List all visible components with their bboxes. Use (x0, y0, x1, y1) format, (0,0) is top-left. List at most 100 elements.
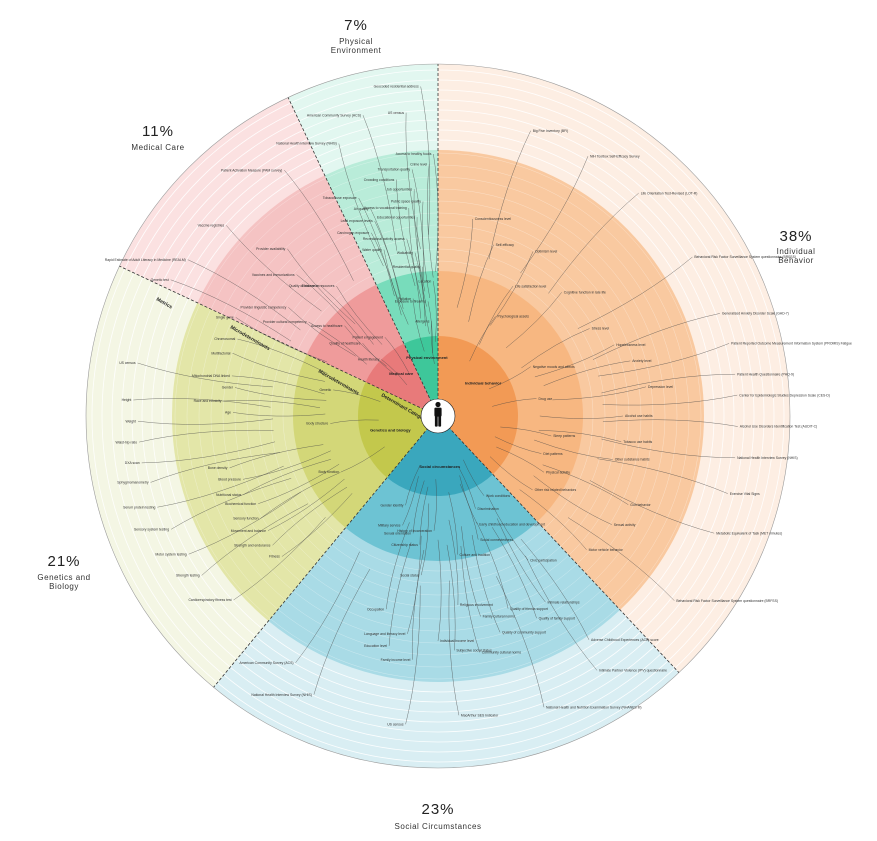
determinant-label: Quality of insurance (289, 284, 319, 288)
sector-dividers (119, 64, 680, 688)
determinant-label: Body structure (306, 422, 328, 426)
header-genetics: 21% Genetics and Biology (37, 553, 90, 591)
determinant-label: Self-efficacy (496, 243, 515, 247)
determinant-label: Quality of community support (502, 631, 546, 635)
leader-line (402, 476, 419, 526)
label-social: Social Circumstances (395, 822, 482, 831)
determinant-label: Height (122, 398, 132, 402)
determinant-label: Access to healthcare (311, 324, 343, 328)
determinant-label: Health literacy (358, 358, 380, 362)
determinant-label: Physical activity (546, 471, 570, 475)
leader-line (448, 519, 459, 606)
determinant-label: Movement and balance (231, 529, 266, 533)
determinant-label: Hopelessness level (616, 343, 645, 347)
determinant-label: Residential quality (393, 265, 421, 269)
determinant-label: Alcohol use habits (625, 414, 653, 418)
determinant-label: Fitness (269, 555, 280, 559)
leader-line (468, 244, 494, 322)
leader-line (260, 472, 341, 519)
leader-line (496, 446, 545, 473)
leader-line (533, 475, 612, 525)
leader-line (258, 464, 340, 504)
sector-genetics-core (357, 381, 438, 478)
leader-line (469, 316, 496, 362)
leader-line (237, 338, 328, 374)
leader-line (534, 439, 613, 460)
determinant-label: DXA scan (125, 461, 140, 465)
leader-line (589, 480, 715, 534)
leader-line (137, 362, 273, 388)
leader-line (416, 217, 427, 307)
determinant-label: Cognitive function in late life (564, 291, 606, 295)
determinant-label: Sleep patterns (553, 434, 575, 438)
leader-line (548, 192, 639, 294)
determinant-label: Negative moods and affects (533, 365, 575, 369)
leader-line (229, 444, 324, 469)
determinant-label: Gender (222, 386, 234, 390)
leader-line (488, 366, 531, 390)
determinant-label: Military service (378, 524, 401, 528)
determinant-label: Metabolic Equivalent of Task (MET minute… (716, 531, 782, 535)
leader-line (597, 458, 728, 494)
determinant-label: Other substance habits (615, 458, 650, 462)
leader-line (446, 544, 456, 651)
leader-line (396, 179, 416, 287)
leader-line (288, 307, 356, 357)
determinant-label: National Health and Nutrition Examinatio… (546, 706, 642, 710)
determinant-label: Intimate Partner Violence (IPV) question… (599, 669, 667, 673)
leader-line (463, 459, 485, 496)
leader-line (494, 436, 542, 454)
leader-line (458, 466, 476, 509)
label-genetics-1: Genetics and (37, 573, 90, 582)
leader-line (362, 115, 397, 251)
leader-line (411, 169, 424, 281)
determinant-label: Access to healthy foods (396, 152, 432, 156)
leader-line (412, 549, 425, 660)
determinant-label: Provider linguistic competency (241, 306, 287, 310)
category-label: Physical environment (406, 355, 448, 360)
leader-line (601, 438, 736, 458)
leader-line (448, 580, 460, 716)
determinant-label: Patient Activation Measure (PAM survey) (221, 168, 282, 172)
leader-line (371, 232, 402, 316)
determinant-label: Gun behavior (630, 503, 651, 507)
determinant-label: Motor vehicle behavior (589, 548, 624, 552)
determinant-label: Job opportunities (386, 187, 412, 191)
determinant-label: Quality of friends support (510, 607, 548, 611)
determinant-label: Single gene (216, 316, 234, 320)
leader-line (243, 459, 331, 495)
determinant-label: Rapid Estimate of Adult Literacy in Medi… (105, 258, 186, 262)
determinant-label: Strength testing (176, 574, 200, 578)
leader-line (412, 298, 425, 352)
leader-line (460, 545, 480, 653)
category-label: Social circumstances (419, 464, 461, 469)
leader-line (226, 225, 322, 312)
determinant-label: Subjective social status (456, 649, 492, 653)
leader-line (492, 398, 537, 407)
determinant-label: Early childhood education and developmen… (479, 522, 545, 526)
ring-gridline-inner (258, 236, 618, 596)
leader-line (519, 489, 587, 550)
determinant-label: Behavioral Risk Factor Surveillance Syst… (676, 599, 778, 603)
leader-line (602, 419, 738, 427)
leader-line (461, 526, 481, 617)
sector-social-core (387, 416, 493, 496)
sector-medical-core (365, 343, 438, 416)
pct-medical: 11% (142, 123, 174, 140)
determinant-label: Waist-hip ratio (116, 440, 138, 444)
determinant-label: US census (388, 111, 405, 115)
header-physical: 7% Physical Environment (331, 17, 381, 55)
determinant-label: Life satisfaction level (515, 284, 547, 288)
determinant-label: Intimate relationships (548, 600, 580, 604)
leader-line (598, 343, 730, 377)
determinant-label: Multifactorial (211, 351, 230, 355)
leader-line (281, 493, 353, 557)
person-icon (434, 401, 442, 427)
leader-line (284, 169, 354, 281)
leader-line (232, 412, 326, 417)
determinant-label: Biochemical function (225, 502, 256, 506)
determinant-label: Chromosomal (214, 337, 235, 341)
leader-line (157, 465, 284, 508)
leader-line (427, 164, 434, 278)
leader-line (479, 285, 514, 345)
